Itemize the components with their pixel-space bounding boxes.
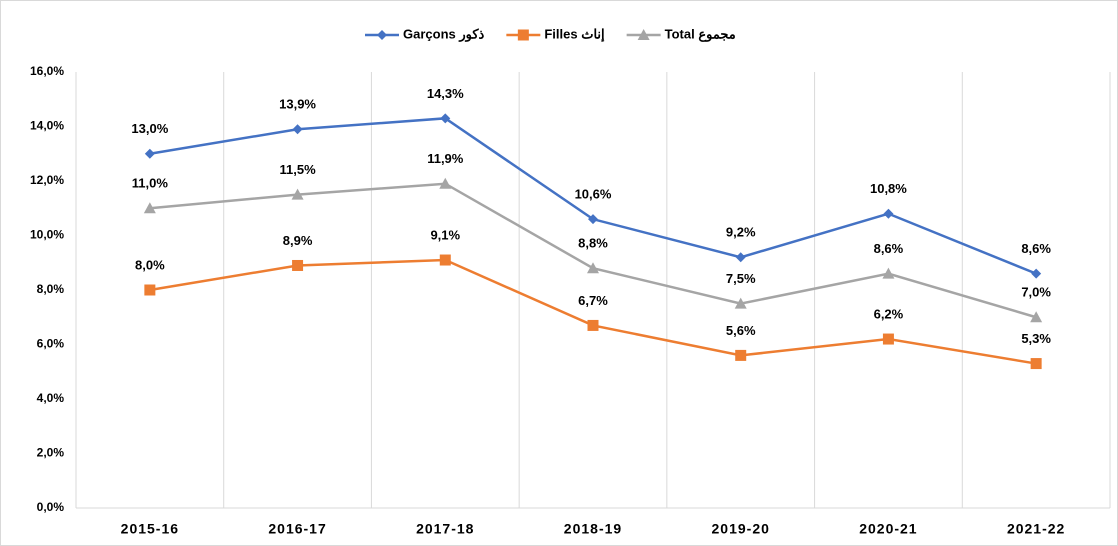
marker <box>440 113 451 124</box>
marker <box>377 30 387 40</box>
marker <box>588 214 598 225</box>
marker <box>517 29 529 41</box>
legend-label: Total مجموع <box>665 26 736 42</box>
marker <box>1030 311 1043 323</box>
marker <box>144 284 156 296</box>
marker <box>735 349 747 361</box>
marker <box>882 267 895 279</box>
data-label: 5,3% <box>1021 331 1051 346</box>
marker <box>292 259 304 271</box>
marker <box>883 208 894 219</box>
marker <box>1031 268 1042 279</box>
x-tick-label: 2018-19 <box>564 521 622 537</box>
y-tick-label: 12,0% <box>30 173 64 187</box>
marker <box>439 177 452 189</box>
y-tick-label: 0,0% <box>37 500 65 514</box>
data-label: 8,8% <box>578 236 608 251</box>
y-tick-label: 2,0% <box>37 446 65 460</box>
x-tick-label: 2020-21 <box>859 521 917 537</box>
data-label: 13,0% <box>131 121 168 136</box>
data-label: 8,0% <box>135 257 165 272</box>
data-label: 14,3% <box>427 86 464 101</box>
data-label: 13,9% <box>279 97 316 112</box>
marker <box>143 202 156 214</box>
data-label: 11,0% <box>132 176 169 191</box>
marker <box>735 252 746 263</box>
x-tick-label: 2017-18 <box>416 521 474 537</box>
data-label: 9,2% <box>726 225 756 240</box>
data-label: 8,6% <box>1021 241 1051 256</box>
legend-label: Garçons ذكور <box>403 26 485 42</box>
marker <box>144 148 155 159</box>
data-label: 9,1% <box>430 227 460 242</box>
marker <box>587 262 599 274</box>
data-label: 5,6% <box>726 323 756 338</box>
marker <box>734 297 747 309</box>
y-tick-label: 14,0% <box>30 119 64 133</box>
marker <box>291 188 304 200</box>
y-tick-label: 16,0% <box>30 64 64 78</box>
marker <box>637 29 650 40</box>
y-tick-label: 10,0% <box>30 228 64 242</box>
marker <box>587 319 599 331</box>
data-label: 10,8% <box>870 181 907 196</box>
x-tick-label: 2015-16 <box>121 521 179 537</box>
marker <box>439 254 451 266</box>
legend-label: Filles إناث <box>544 26 605 42</box>
y-tick-label: 4,0% <box>37 391 65 405</box>
y-tick-label: 6,0% <box>37 337 65 351</box>
x-tick-label: 2019-20 <box>712 521 770 537</box>
data-label: 10,6% <box>575 187 612 202</box>
marker <box>292 124 303 135</box>
data-label: 6,2% <box>874 306 904 321</box>
data-label: 7,5% <box>726 271 756 286</box>
data-label: 7,0% <box>1021 285 1051 300</box>
data-label: 8,9% <box>283 233 313 248</box>
x-tick-label: 2021-22 <box>1007 521 1065 537</box>
marker <box>882 333 894 345</box>
marker <box>1030 358 1042 370</box>
data-label: 11,9% <box>427 151 464 166</box>
data-label: 8,6% <box>874 241 904 256</box>
y-tick-label: 8,0% <box>37 282 65 296</box>
x-tick-label: 2016-17 <box>268 521 326 537</box>
data-label: 11,5% <box>279 162 316 177</box>
data-label: 6,7% <box>578 293 608 308</box>
